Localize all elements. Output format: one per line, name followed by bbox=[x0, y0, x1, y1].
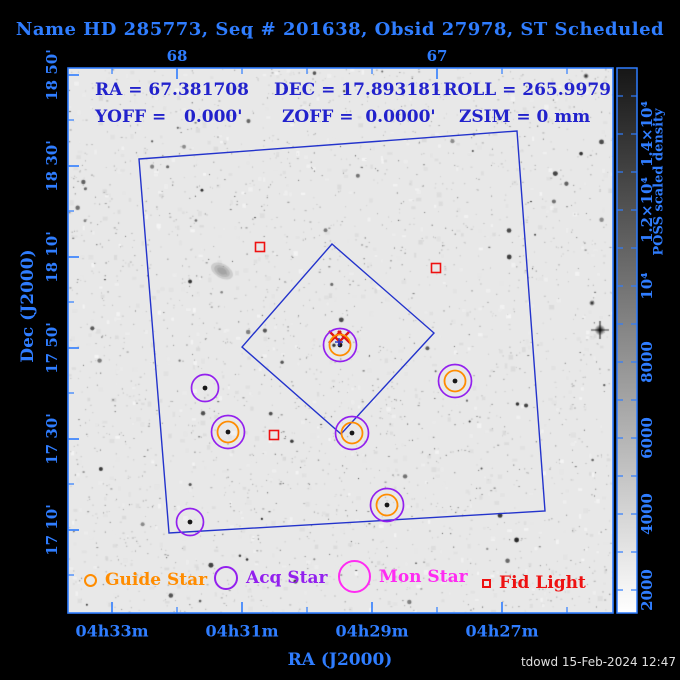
bottom-axis-tick-label: 04h33m bbox=[75, 621, 149, 641]
ra-readout: RA = 67.381708 bbox=[95, 80, 249, 100]
pointing-info-line1: RA = 67.381708 DEC = 17.893181 ROLL = 26… bbox=[95, 80, 611, 100]
bottom-axis-tick-label: 04h31m bbox=[205, 621, 279, 641]
top-axis-tick-label: 67 bbox=[426, 47, 448, 65]
legend-acq-star: Acq Star bbox=[214, 566, 327, 590]
colorbar-title: POSS scaled density bbox=[651, 108, 667, 256]
legend-mon-star: Mon Star bbox=[338, 560, 468, 593]
colorbar-tick-label: 2000 bbox=[638, 569, 656, 611]
zsim-readout: ZSIM = 0 mm bbox=[459, 107, 591, 127]
legend-acq-star-label: Acq Star bbox=[246, 568, 328, 588]
colorbar-gradient bbox=[617, 68, 637, 613]
colorbar-tick-label: 6000 bbox=[638, 417, 656, 459]
page-title: Name HD 285773, Seq # 201638, Obsid 2797… bbox=[15, 19, 665, 40]
colorbar-tick-label: 10⁴ bbox=[638, 272, 656, 300]
starfield-image bbox=[68, 68, 613, 613]
legend-guide-star-label: Guide Star bbox=[105, 570, 208, 590]
mon-star-symbol-icon bbox=[338, 560, 371, 593]
left-axis-tick-label: 18 30' bbox=[43, 140, 61, 192]
legend-fid-light: Fid Light bbox=[482, 573, 586, 593]
bottom-axis-tick-label: 04h27m bbox=[465, 621, 539, 641]
legend-guide-star: Guide Star bbox=[84, 570, 207, 590]
top-axis-tick-label: 68 bbox=[166, 47, 188, 65]
credit-footer: tdowd 15-Feb-2024 12:47 bbox=[520, 655, 676, 669]
legend-fid-light-label: Fid Light bbox=[499, 573, 586, 593]
left-axis-tick-label: 18 10' bbox=[43, 231, 61, 283]
left-axis-tick-label: 17 10' bbox=[43, 504, 61, 556]
fid-light-symbol-icon bbox=[482, 578, 491, 588]
colorbar-tick-label: 4000 bbox=[638, 493, 656, 535]
legend-mon-star-label: Mon Star bbox=[379, 566, 468, 587]
zoff-readout: ZOFF = 0.0000' bbox=[282, 107, 436, 127]
acq-star-symbol-icon bbox=[214, 566, 238, 590]
bottom-axis-tick-label: 04h29m bbox=[335, 621, 409, 641]
roll-readout: ROLL = 265.9979 bbox=[443, 80, 611, 100]
dec-readout: DEC = 17.893181 bbox=[273, 80, 442, 100]
x-axis-title: RA (J2000) bbox=[287, 650, 393, 670]
pointing-info-line2: YOFF = 0.000' ZOFF = 0.0000' ZSIM = 0 mm bbox=[95, 107, 611, 127]
yoff-readout: YOFF = 0.000' bbox=[95, 107, 243, 127]
guide-star-symbol-icon bbox=[84, 573, 97, 587]
colorbar-tick-label: 8000 bbox=[638, 341, 656, 383]
left-axis-tick-label: 18 50' bbox=[43, 49, 61, 101]
left-axis-tick-label: 17 30' bbox=[43, 413, 61, 465]
y-axis-title: Dec (J2000) bbox=[18, 249, 38, 363]
left-axis-tick-label: 17 50' bbox=[43, 322, 61, 374]
